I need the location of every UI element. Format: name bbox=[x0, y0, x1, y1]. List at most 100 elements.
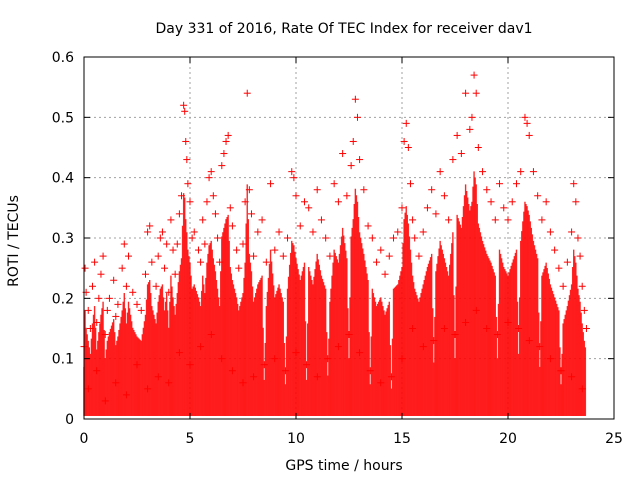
data-point bbox=[171, 270, 179, 278]
data-point bbox=[207, 168, 215, 176]
data-point bbox=[122, 391, 130, 399]
data-point bbox=[409, 325, 417, 332]
data-point bbox=[112, 379, 120, 387]
data-point bbox=[483, 186, 491, 194]
data-point bbox=[228, 222, 236, 230]
data-point bbox=[523, 119, 531, 127]
data-point bbox=[349, 137, 357, 145]
data-point bbox=[284, 234, 292, 242]
data-point bbox=[313, 186, 321, 194]
data-point bbox=[167, 216, 175, 224]
data-point bbox=[201, 240, 209, 248]
data-point bbox=[377, 379, 385, 387]
data-point bbox=[493, 331, 501, 339]
scatter-fill bbox=[83, 171, 587, 416]
data-point bbox=[529, 168, 537, 176]
chart-title: Day 331 of 2016, Rate Of TEC Index for r… bbox=[155, 21, 532, 37]
data-point bbox=[309, 228, 317, 236]
data-point bbox=[303, 361, 311, 369]
data-point bbox=[97, 270, 105, 278]
data-point bbox=[262, 258, 270, 266]
data-point bbox=[84, 385, 92, 393]
data-point bbox=[218, 355, 226, 363]
data-point bbox=[419, 343, 427, 351]
data-point bbox=[271, 246, 279, 254]
data-point bbox=[472, 89, 480, 97]
data-point bbox=[279, 252, 287, 260]
data-point bbox=[93, 367, 101, 375]
data-point bbox=[258, 216, 266, 224]
data-point bbox=[133, 361, 141, 369]
data-point bbox=[457, 150, 465, 158]
data-point bbox=[152, 282, 160, 290]
y-tick-label: 0.3 bbox=[52, 231, 74, 247]
data-point bbox=[137, 306, 145, 314]
data-point bbox=[534, 192, 542, 200]
data-point bbox=[118, 264, 126, 272]
data-point bbox=[267, 180, 275, 188]
data-point bbox=[220, 150, 228, 158]
data-point bbox=[356, 349, 364, 357]
data-point bbox=[345, 331, 353, 339]
data-point bbox=[163, 240, 171, 248]
data-point bbox=[364, 222, 372, 230]
data-point bbox=[470, 71, 478, 79]
data-point bbox=[146, 222, 154, 230]
data-point bbox=[154, 252, 162, 260]
data-point bbox=[334, 198, 342, 206]
data-point bbox=[404, 144, 412, 151]
data-point bbox=[322, 234, 330, 242]
data-point bbox=[110, 276, 118, 284]
data-point bbox=[578, 385, 586, 393]
x-axis-label: GPS time / hours bbox=[285, 458, 402, 474]
data-point bbox=[194, 246, 202, 254]
data-point bbox=[144, 228, 152, 236]
data-point bbox=[517, 168, 525, 176]
data-point bbox=[394, 228, 402, 236]
data-point bbox=[400, 137, 408, 145]
y-tick-label: 0 bbox=[65, 412, 74, 428]
data-point bbox=[105, 294, 113, 302]
data-point bbox=[148, 258, 156, 266]
data-point bbox=[411, 234, 419, 242]
data-point bbox=[536, 343, 544, 351]
data-point bbox=[356, 156, 364, 164]
data-point bbox=[129, 288, 137, 296]
data-point bbox=[555, 264, 563, 272]
data-point bbox=[305, 204, 313, 212]
data-point bbox=[557, 367, 565, 375]
data-point bbox=[445, 216, 453, 224]
data-point bbox=[512, 180, 520, 188]
data-point bbox=[491, 216, 499, 224]
data-point bbox=[211, 210, 219, 218]
data-point bbox=[440, 192, 448, 200]
data-point bbox=[199, 216, 207, 224]
data-point bbox=[186, 361, 194, 369]
data-point bbox=[183, 156, 191, 164]
y-tick-label: 0.4 bbox=[52, 171, 74, 187]
data-point bbox=[351, 95, 359, 103]
data-point bbox=[538, 216, 546, 224]
data-point bbox=[190, 228, 198, 236]
data-point bbox=[368, 234, 376, 242]
data-point bbox=[203, 198, 211, 206]
x-tick-label: 20 bbox=[499, 431, 517, 447]
data-point bbox=[182, 137, 190, 145]
data-point bbox=[525, 337, 533, 345]
data-point bbox=[324, 355, 332, 363]
data-point bbox=[93, 318, 101, 326]
data-point bbox=[406, 180, 414, 188]
data-point bbox=[141, 270, 149, 278]
data-point bbox=[247, 210, 255, 218]
data-point bbox=[504, 318, 512, 326]
x-tick-label: 15 bbox=[393, 431, 411, 447]
data-point bbox=[347, 162, 355, 170]
data-point bbox=[402, 119, 410, 127]
data-point bbox=[214, 234, 222, 242]
data-point bbox=[288, 168, 296, 176]
data-point bbox=[175, 210, 183, 218]
data-point bbox=[546, 355, 554, 363]
data-point bbox=[430, 337, 438, 345]
data-point bbox=[373, 258, 381, 266]
data-point bbox=[91, 258, 99, 266]
